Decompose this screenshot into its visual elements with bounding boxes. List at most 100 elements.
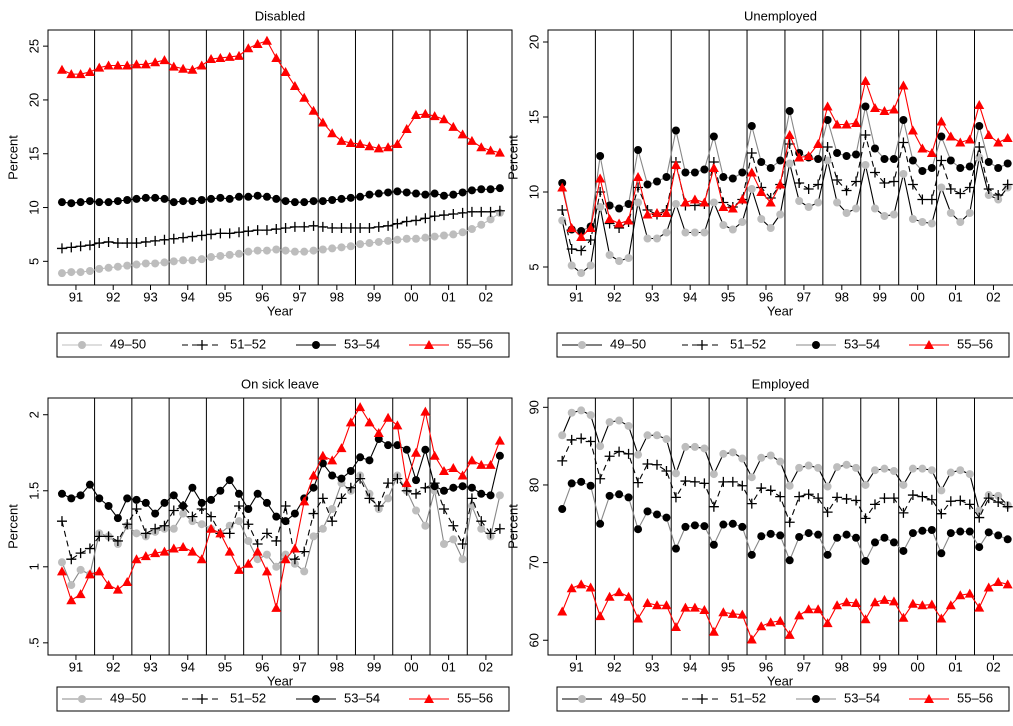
marker [956,466,965,475]
marker [373,427,384,437]
marker [728,448,737,457]
marker [466,455,477,465]
marker [150,235,161,246]
marker [476,206,487,217]
marker [651,459,662,470]
marker [918,167,927,175]
marker [122,238,133,249]
marker [642,458,653,469]
marker [596,152,605,160]
marker [945,184,956,194]
marker [196,230,207,241]
marker [757,215,766,223]
x-tick-label: 94 [181,659,195,674]
marker [337,243,346,252]
marker [737,609,748,619]
marker [926,194,937,205]
y-tick-label: 20 [526,35,541,49]
marker [634,146,643,154]
x-tick-label: 92 [106,659,120,674]
marker [813,139,824,148]
marker [160,258,169,267]
marker [908,156,917,165]
marker [708,626,719,636]
marker [595,611,606,621]
marker [421,445,430,454]
y-tick-label: 15 [526,110,541,124]
marker [814,155,823,163]
marker [401,123,412,133]
marker [140,551,151,561]
marker [85,480,94,489]
marker [662,173,671,181]
marker [841,493,852,504]
marker [888,493,899,504]
marker [936,508,947,519]
x-tick-label: 94 [181,289,195,304]
marker [412,234,421,243]
marker [861,102,870,111]
legend-marker [578,341,586,349]
marker [281,246,290,255]
marker [467,186,476,195]
marker [364,141,375,151]
marker [596,442,605,451]
x-tick-label: 99 [872,659,886,674]
marker [852,533,861,542]
marker [699,478,710,489]
marker [898,80,909,90]
marker [852,463,861,472]
marker [477,524,486,533]
marker [615,204,624,213]
legend-marker [697,340,707,350]
marker [262,246,271,255]
marker [833,533,842,542]
marker [832,175,843,185]
marker [907,125,918,135]
marker [945,600,956,610]
marker [738,454,747,463]
marker [814,198,823,207]
marker [604,591,615,601]
marker [104,198,113,207]
marker [262,498,271,507]
marker [917,600,928,610]
marker [577,477,586,486]
marker [365,190,374,199]
marker [336,135,347,145]
marker [244,247,253,256]
marker [984,191,993,199]
marker [869,103,880,112]
marker [585,582,596,592]
marker [680,602,691,612]
marker [346,193,355,202]
marker [965,209,974,217]
marker [365,239,374,248]
marker [833,463,842,472]
marker [936,613,947,623]
marker [605,201,614,210]
legend-marker [312,341,320,349]
marker [187,511,198,522]
x-tick-label: 95 [218,659,232,674]
marker [662,435,671,444]
marker [585,436,596,447]
marker [384,188,393,197]
legend-label: 51–52 [230,336,266,351]
legend-label: 49–50 [610,336,646,351]
x-axis-title: Year [267,673,294,688]
marker [467,225,476,234]
marker [738,522,747,531]
marker [927,466,936,475]
marker [766,164,775,172]
marker [907,598,918,608]
marker [67,581,76,590]
marker [557,205,568,215]
x-tick-label: 98 [330,659,344,674]
marker [477,185,486,194]
marker [289,80,300,90]
marker [216,251,225,260]
marker [869,597,880,607]
marker [795,532,804,541]
marker [179,197,188,206]
